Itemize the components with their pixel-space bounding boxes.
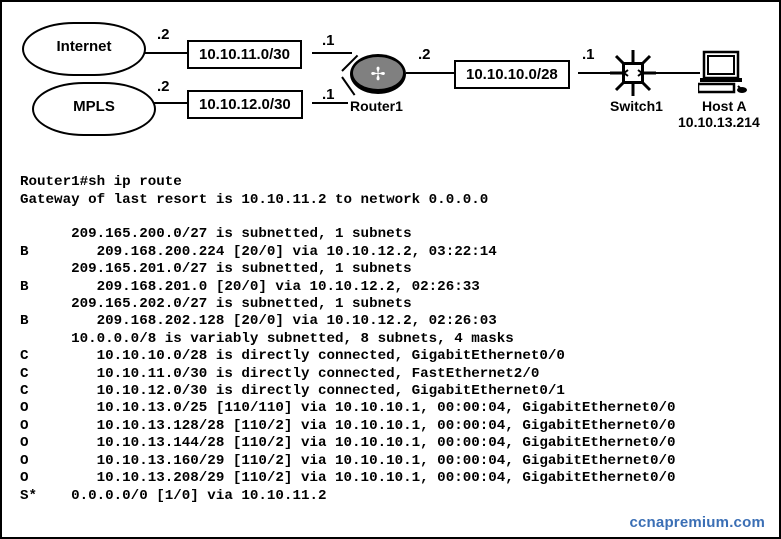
ip-label: .1 [322, 32, 335, 49]
link-line [312, 52, 352, 54]
watermark-text: ccnapremium.com [629, 514, 765, 531]
host-caption-line2: 10.10.13.214 [678, 114, 760, 130]
link-line [656, 72, 700, 74]
ip-label: .2 [157, 78, 170, 95]
switch-caption: Switch1 [610, 98, 663, 114]
subnet-box: 10.10.10.0/28 [454, 60, 570, 89]
subnet-box: 10.10.11.0/30 [187, 40, 302, 69]
cli-output: Router1#sh ip route Gateway of last reso… [20, 174, 767, 505]
cloud-mpls: MPLS [32, 82, 156, 136]
router-arrows-icon: ✢ [350, 54, 406, 94]
link-line [578, 72, 612, 74]
host-icon [698, 48, 750, 96]
ip-label: .1 [322, 86, 335, 103]
cloud-internet: Internet [22, 22, 146, 76]
host-caption-line1: Host A [702, 98, 747, 114]
ip-label: .2 [418, 46, 431, 63]
link-line [142, 52, 188, 54]
router-icon: ✢ [350, 54, 406, 94]
link-line [406, 72, 454, 74]
cloud-label: Internet [56, 38, 111, 55]
subnet-text: 10.10.11.0/30 [199, 46, 290, 63]
router-caption: Router1 [350, 98, 403, 114]
topology-area: Internet MPLS 10.10.11.0/30 10.10.12.0/3… [2, 2, 779, 152]
subnet-box: 10.10.12.0/30 [187, 90, 303, 119]
cloud-label: MPLS [73, 98, 115, 115]
diagram-frame: Internet MPLS 10.10.11.0/30 10.10.12.0/3… [0, 0, 781, 539]
ip-label: .2 [157, 26, 170, 43]
subnet-text: 10.10.10.0/28 [466, 66, 558, 83]
ip-label: .1 [582, 46, 595, 63]
switch-icon [610, 50, 656, 96]
subnet-text: 10.10.12.0/30 [199, 96, 291, 113]
